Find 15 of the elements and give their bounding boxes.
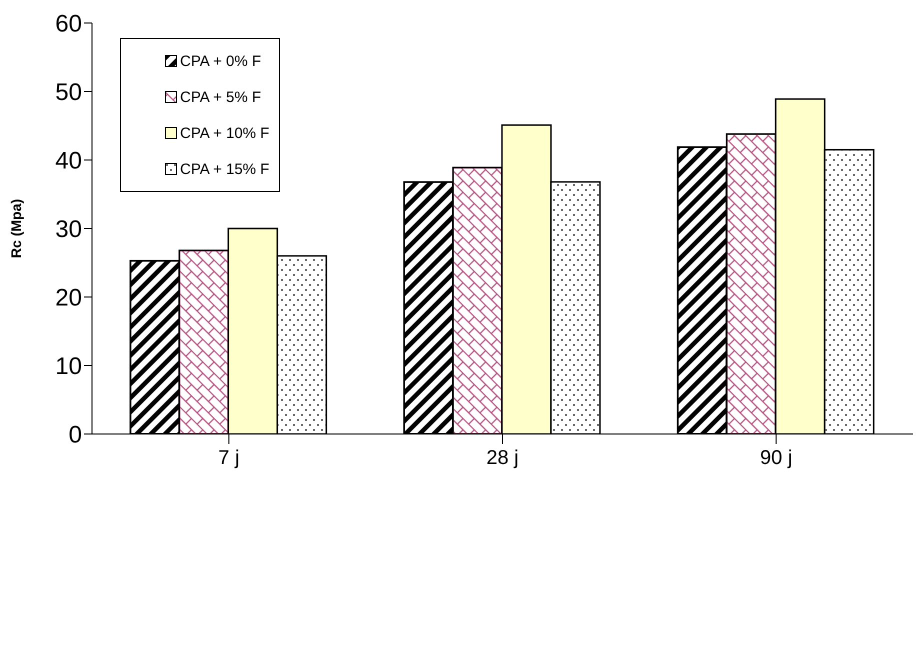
y-tick-label: 30: [55, 216, 82, 244]
x-tick-label: 7 j: [218, 447, 240, 470]
y-tick-label: 50: [55, 79, 82, 106]
legend-label: CPA + 5% F: [180, 88, 262, 106]
y-tick-label: 40: [55, 148, 82, 175]
legend-label: CPA + 0% F: [180, 52, 262, 70]
y-axis-title: Rc (Mpa): [8, 198, 24, 258]
legend-label: CPA + 15% F: [180, 160, 270, 178]
y-tick-label: 60: [55, 10, 82, 38]
legend-label: CPA + 10% F: [180, 124, 270, 142]
y-tick-label: 0: [68, 422, 82, 449]
x-tick-label: 90 j: [760, 447, 792, 470]
y-tick-label: 10: [55, 353, 82, 380]
x-tick-label: 28 j: [486, 447, 519, 470]
y-tick-label: 20: [55, 284, 82, 312]
